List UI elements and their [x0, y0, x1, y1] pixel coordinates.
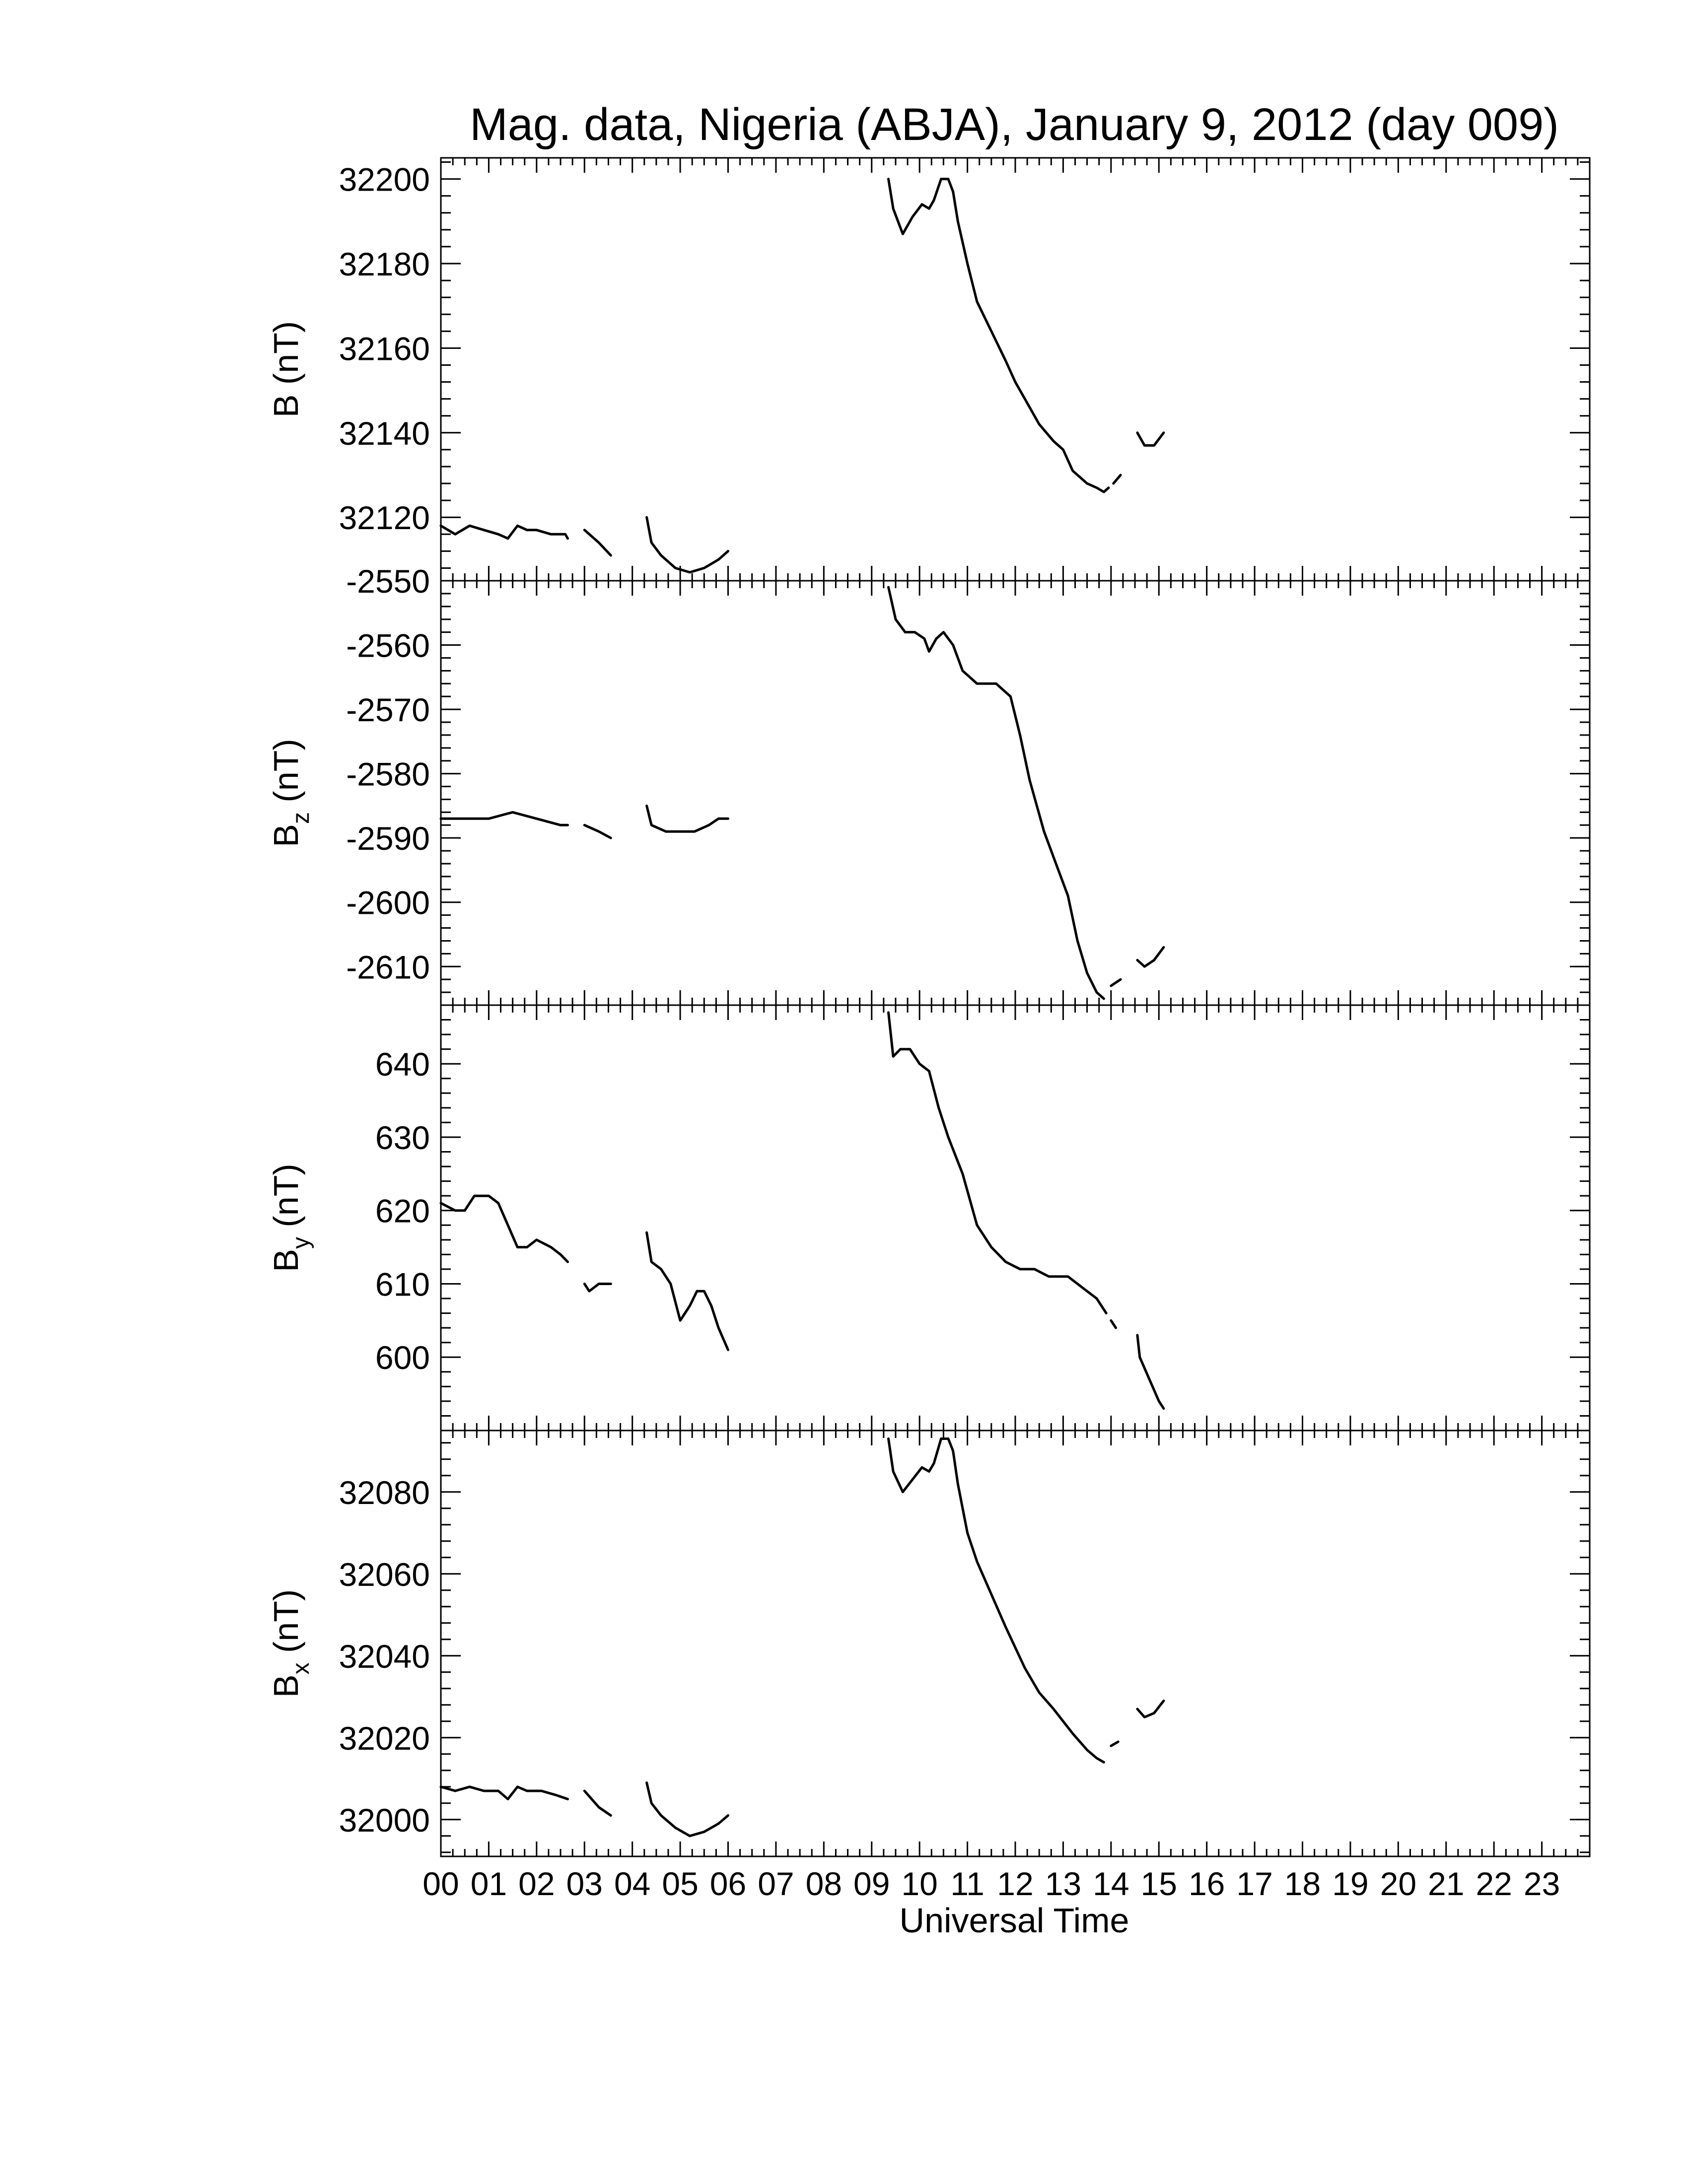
x-tick-label: 09	[853, 1865, 890, 1902]
y-axis-label-main: B	[267, 824, 305, 847]
x-tick-label: 02	[518, 1865, 555, 1902]
y-tick-label: 32080	[339, 1474, 430, 1511]
x-tick-label: 05	[662, 1865, 698, 1902]
series-line-segment	[1136, 946, 1165, 968]
x-axis-label: Universal Time	[900, 1901, 1129, 1940]
x-tick-label: 15	[1141, 1865, 1177, 1902]
series-line-segment	[645, 1781, 729, 1838]
y-tick-label: 32160	[339, 330, 430, 367]
y-tick-label: 32040	[339, 1638, 430, 1675]
series-line-segment	[645, 804, 729, 833]
x-tick-label: 00	[422, 1865, 459, 1902]
panel-frame	[440, 1430, 1591, 1857]
y-tick-label: -2590	[346, 820, 430, 857]
series-line-segment	[583, 1789, 612, 1817]
x-tick-label: 20	[1380, 1865, 1416, 1902]
x-tick-label: 19	[1332, 1865, 1368, 1902]
chart-title: Mag. data, Nigeria (ABJA), January 9, 20…	[470, 99, 1559, 150]
series-line-segment	[439, 1785, 569, 1800]
panel-3: 32000 32020 32040 32060 32080 Bx (nT)	[267, 1430, 1591, 1857]
y-tick-label: 32020	[339, 1720, 430, 1757]
y-tick-label: -2610	[346, 949, 430, 985]
y-tick-label: 600	[375, 1339, 430, 1376]
series-line-segment	[583, 1283, 612, 1293]
x-tick-label: 03	[566, 1865, 603, 1902]
series-line-segment	[887, 1437, 1105, 1764]
y-axis-label-unit: (nT)	[267, 1589, 305, 1663]
x-tick-label: 18	[1284, 1865, 1321, 1902]
y-tick-label: 620	[375, 1193, 430, 1229]
x-tick-label: 21	[1428, 1865, 1464, 1902]
series-line-segment	[887, 1011, 1108, 1315]
series-line-segment	[1136, 1334, 1165, 1410]
y-axis-label-unit: (nT)	[267, 1163, 305, 1237]
y-axis-label-subscript: x	[288, 1663, 314, 1675]
panel-0: 32120 32140 32160 32180 32200 B (nT)	[267, 157, 1591, 582]
x-tick-label: 16	[1189, 1865, 1225, 1902]
panel-1: -2550 -2560 -2570 -2580 -2590 -2600 -2610 Bz (n…	[267, 563, 1591, 1006]
y-tick-label: 32060	[339, 1556, 430, 1593]
y-tick-label: 32200	[339, 161, 430, 198]
y-tick-label: -2580	[346, 756, 430, 793]
panel-frame	[440, 580, 1591, 1006]
y-axis-label-unit: (nT)	[267, 739, 305, 812]
series-line-segment	[583, 529, 612, 557]
y-axis-label-unit: (nT)	[267, 321, 305, 395]
y-axis-label: Bx (nT)	[267, 1589, 314, 1698]
series-line-segment	[1136, 1700, 1165, 1718]
series-line-segment	[583, 823, 612, 839]
series-line-segment	[439, 1194, 569, 1263]
x-tick-label: 06	[710, 1865, 746, 1902]
x-tick-label: 01	[471, 1865, 507, 1902]
series-line-segment	[1110, 978, 1122, 987]
x-tick-label: 14	[1093, 1865, 1129, 1902]
x-tick-label: 12	[997, 1865, 1033, 1902]
series-line-segment	[645, 516, 729, 574]
series-line-segment	[1136, 431, 1165, 447]
y-tick-label: -2560	[346, 627, 430, 664]
y-axis-label: Bz (nT)	[267, 739, 314, 847]
panel-frame	[440, 1004, 1591, 1432]
x-tick-labels: 00 01 02 03 04 05 06 07 08 09 10 11 12 13 14 15 16 17 18 19…	[422, 1865, 1560, 1902]
y-axis-label: By (nT)	[267, 1163, 314, 1272]
series-line-segment	[887, 178, 1110, 493]
panel-frame	[440, 157, 1591, 582]
x-tick-label: 17	[1236, 1865, 1272, 1902]
y-tick-label: -2570	[346, 691, 430, 728]
y-tick-label: -2550	[346, 563, 430, 600]
panel-2: 600 610 620 630 640 By (nT)	[267, 1004, 1591, 1432]
series-line-segment	[1110, 1740, 1120, 1747]
series-line-segment	[1110, 1319, 1117, 1329]
y-axis-label-subscript: z	[288, 812, 314, 824]
y-tick-label: -2600	[346, 885, 430, 921]
x-tick-label: 08	[806, 1865, 842, 1902]
x-tick-label: 23	[1524, 1865, 1560, 1902]
y-axis-label-subscript: y	[288, 1237, 314, 1249]
y-axis-label-main: B	[267, 395, 305, 418]
series-line-segment	[1112, 474, 1122, 485]
series-line-segment	[645, 1231, 729, 1351]
x-tick-label: 11	[950, 1865, 985, 1902]
y-axis-label-main: B	[267, 1249, 305, 1272]
y-axis-label-main: B	[267, 1675, 305, 1698]
y-tick-label: 640	[375, 1046, 430, 1083]
series-line-segment	[439, 811, 569, 826]
x-tick-label: 22	[1476, 1865, 1512, 1902]
x-tick-label: 07	[758, 1865, 794, 1902]
y-tick-label: 32140	[339, 415, 430, 452]
panels: 32120 32140 32160 32180 32200 B (nT) -2550 -256…	[267, 157, 1591, 1857]
series-line-segment	[439, 524, 569, 540]
y-tick-label: 610	[375, 1266, 430, 1302]
y-tick-label: 32000	[339, 1802, 430, 1839]
x-tick-label: 04	[614, 1865, 650, 1902]
x-tick-label: 10	[901, 1865, 937, 1902]
y-tick-label: 32120	[339, 499, 430, 536]
y-tick-label: 32180	[339, 246, 430, 282]
series-line-segment	[887, 586, 1105, 1000]
y-tick-label: 630	[375, 1119, 430, 1156]
y-axis-label: B (nT)	[267, 321, 305, 417]
x-tick-label: 13	[1045, 1865, 1081, 1902]
